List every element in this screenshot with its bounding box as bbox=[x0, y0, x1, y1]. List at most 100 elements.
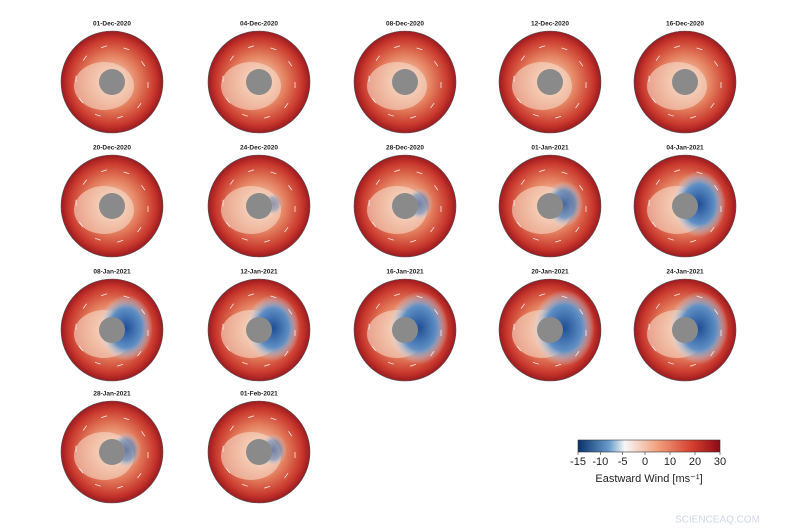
pole-mask bbox=[392, 193, 418, 219]
wind-vector bbox=[284, 473, 289, 479]
wind-vector bbox=[714, 61, 719, 67]
wind-vector bbox=[575, 227, 580, 233]
pole-mask bbox=[99, 193, 125, 219]
pole-mask bbox=[246, 317, 272, 343]
wind-vector bbox=[696, 295, 703, 299]
wind-vector bbox=[696, 171, 703, 175]
pole-mask bbox=[392, 69, 418, 95]
wind-vector bbox=[229, 179, 234, 185]
wind-vector bbox=[288, 61, 293, 67]
wind-vector bbox=[655, 179, 660, 185]
wind-vector bbox=[575, 103, 580, 109]
pole-mask bbox=[392, 317, 418, 343]
pole-mask bbox=[99, 317, 125, 343]
wind-vector bbox=[579, 309, 584, 315]
wind-vector bbox=[394, 45, 401, 48]
wind-vector bbox=[78, 467, 84, 474]
wind-vector bbox=[430, 103, 435, 109]
wind-vector bbox=[555, 115, 562, 119]
watermark: SCIENCEAQ.COM bbox=[675, 515, 760, 526]
easterly-region bbox=[669, 291, 729, 365]
wind-vector bbox=[394, 169, 401, 172]
panel-title: 01-Jan-2021 bbox=[531, 145, 569, 152]
wind-vector bbox=[387, 361, 394, 365]
pole-mask bbox=[537, 193, 563, 219]
wind-vector bbox=[101, 293, 108, 296]
wind-vector bbox=[532, 113, 539, 117]
panel-title: 20-Dec-2020 bbox=[93, 145, 131, 152]
wind-vector bbox=[264, 363, 271, 367]
colorbar-tick-label: 10 bbox=[664, 456, 676, 468]
map-panel: 24-Dec-2020 bbox=[207, 145, 311, 258]
wind-vector bbox=[241, 483, 248, 487]
panel-title: 08-Jan-2021 bbox=[93, 269, 131, 276]
pole-mask bbox=[246, 439, 272, 465]
panel-title: 20-Jan-2021 bbox=[531, 269, 569, 276]
wind-vector bbox=[430, 351, 435, 357]
map-panel: 08-Dec-2020 bbox=[353, 21, 457, 134]
wind-vector bbox=[375, 55, 380, 61]
map-panel: 20-Jan-2021 bbox=[498, 269, 602, 382]
wind-vector bbox=[117, 363, 124, 367]
wind-vector bbox=[579, 61, 584, 67]
wind-vector bbox=[651, 221, 657, 228]
wind-vector bbox=[710, 103, 715, 109]
map-panel: 01-Jan-2021 bbox=[498, 145, 602, 258]
wind-vector bbox=[264, 239, 271, 243]
wind-vector bbox=[371, 345, 377, 352]
pole-mask bbox=[99, 69, 125, 95]
wind-vector bbox=[225, 97, 231, 104]
wind-vector bbox=[690, 363, 697, 367]
wind-vector bbox=[123, 47, 130, 51]
map-panel: 16-Jan-2021 bbox=[353, 269, 457, 382]
pole-mask bbox=[537, 317, 563, 343]
wind-vector bbox=[575, 351, 580, 357]
pole-mask bbox=[537, 69, 563, 95]
panel-title: 24-Dec-2020 bbox=[240, 145, 278, 152]
wind-vector bbox=[101, 415, 108, 418]
map-panel: 01-Dec-2020 bbox=[60, 21, 164, 134]
wind-vector bbox=[82, 179, 87, 185]
easterly-region bbox=[99, 294, 153, 362]
wind-vector bbox=[520, 55, 525, 61]
wind-vector bbox=[248, 169, 255, 172]
wind-vector bbox=[690, 239, 697, 243]
panel-title: 12-Jan-2021 bbox=[240, 269, 278, 276]
wind-vector bbox=[141, 185, 146, 191]
wind-vector bbox=[248, 293, 255, 296]
wind-vector bbox=[137, 103, 142, 109]
wind-vector bbox=[394, 293, 401, 296]
wind-vector bbox=[371, 221, 377, 228]
wind-vector bbox=[516, 97, 522, 104]
wind-vector bbox=[241, 361, 248, 365]
wind-vector bbox=[225, 467, 231, 474]
wind-vector bbox=[123, 171, 130, 175]
wind-vector bbox=[284, 103, 289, 109]
wind-vector bbox=[288, 185, 293, 191]
wind-vector bbox=[270, 417, 277, 421]
map-panel: 20-Dec-2020 bbox=[60, 145, 164, 258]
wind-vector bbox=[387, 237, 394, 241]
wind-vector bbox=[674, 169, 681, 172]
panel-title: 28-Dec-2020 bbox=[386, 145, 424, 152]
colorbar-label: Eastward Wind [ms⁻¹] bbox=[595, 473, 702, 485]
wind-vector bbox=[229, 55, 234, 61]
colorbar-tick-label: -5 bbox=[618, 456, 628, 468]
wind-vector bbox=[651, 97, 657, 104]
wind-vector bbox=[248, 45, 255, 48]
wind-vector bbox=[532, 361, 539, 365]
wind-vector bbox=[225, 345, 231, 352]
wind-vector bbox=[667, 361, 674, 365]
panel-title: 16-Dec-2020 bbox=[666, 21, 704, 28]
panel-title: 01-Feb-2021 bbox=[240, 391, 278, 398]
map-panel: 28-Jan-2021 bbox=[60, 391, 164, 504]
pole-mask bbox=[246, 193, 272, 219]
wind-vector bbox=[410, 363, 417, 367]
map-panel: 04-Dec-2020 bbox=[207, 21, 311, 134]
wind-vector bbox=[430, 227, 435, 233]
map-panel: 04-Jan-2021 bbox=[633, 145, 737, 258]
wind-vector bbox=[375, 179, 380, 185]
panel-title: 28-Jan-2021 bbox=[93, 391, 131, 398]
wind-vector bbox=[101, 45, 108, 48]
